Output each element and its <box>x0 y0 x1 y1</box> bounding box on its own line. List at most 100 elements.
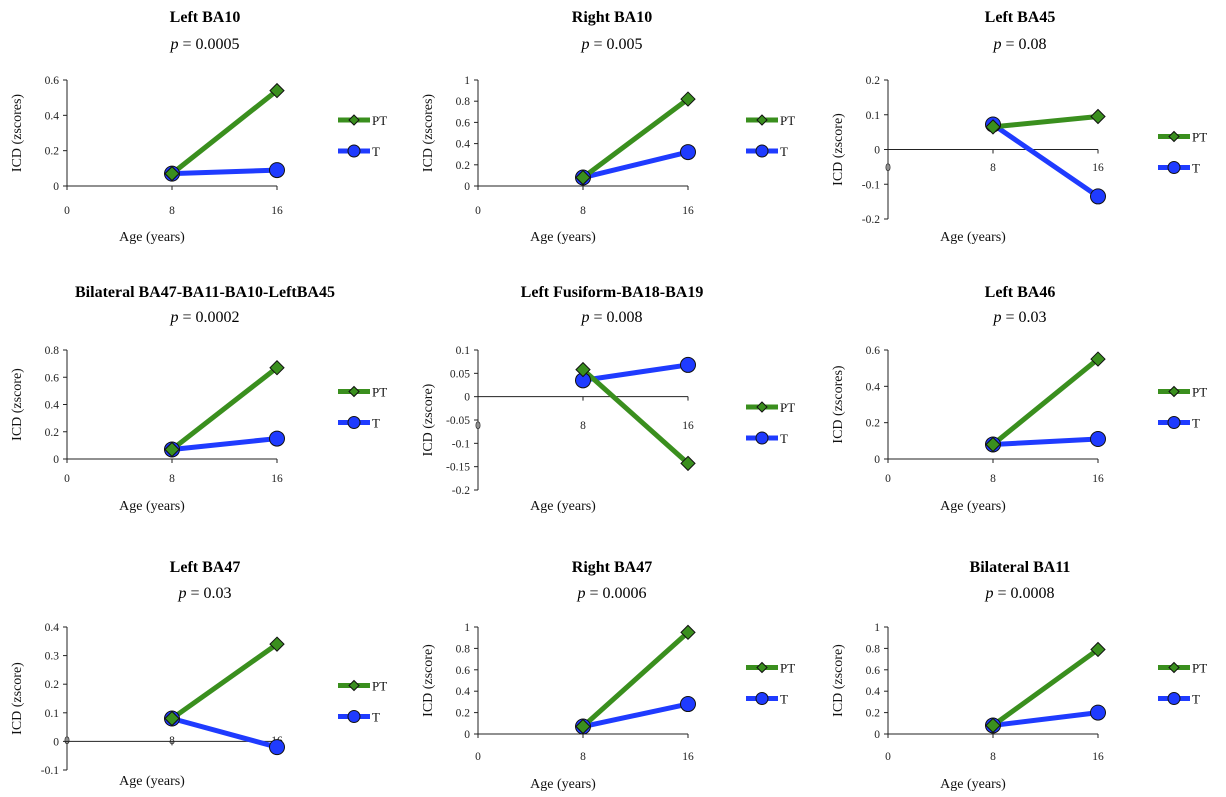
y-tick-label: 0 <box>874 145 880 157</box>
x-tick-label: 0 <box>475 420 481 432</box>
y-tick-label: 0.8 <box>45 345 60 357</box>
y-tick-label: 1 <box>464 622 470 634</box>
series-line-t <box>990 121 1101 199</box>
y-tick-label: 0.4 <box>456 139 471 151</box>
data-point-t <box>1090 704 1106 721</box>
series-line-t <box>169 716 280 750</box>
x-tick-label: 0 <box>885 162 891 174</box>
chart-title: Left Fusiform-BA18-BA19 <box>521 284 704 301</box>
legend-marker-t <box>347 710 361 723</box>
p-value-number: = 0.0008 <box>997 585 1054 602</box>
x-tick-label: 16 <box>1092 162 1104 174</box>
x-tick-label: 16 <box>1092 751 1104 763</box>
data-point-t <box>269 739 285 756</box>
legend-label-pt: PT <box>372 385 387 400</box>
y-tick-label: 0 <box>53 454 59 466</box>
y-tick-label: 0.6 <box>866 665 881 677</box>
data-point-t <box>680 696 696 713</box>
y-tick-label: 0.2 <box>866 418 881 430</box>
x-tick-label: 8 <box>169 205 175 217</box>
data-point-t <box>680 356 696 373</box>
legend-marker-t <box>1167 416 1181 429</box>
p-value-number: = 0.08 <box>1005 36 1046 53</box>
x-tick-label: 0 <box>885 751 891 763</box>
legend-label-pt: PT <box>372 679 387 694</box>
x-axis-label: Age (years) <box>119 774 185 789</box>
series-line-pt <box>169 641 280 722</box>
y-tick-label: 0.4 <box>456 686 471 698</box>
legend-label-t: T <box>372 710 380 725</box>
p-value-line: p = 0.008 <box>580 309 642 326</box>
legend-marker-pt <box>1168 661 1180 674</box>
chart-panel: Left BA10 p = 0.0005 0 0.2 0.4 0.6 0 8 16 Age (yea… <box>10 9 387 245</box>
series-line-t <box>990 710 1101 728</box>
data-point-pt <box>1090 641 1106 658</box>
y-tick-label: 0.2 <box>456 160 471 172</box>
y-tick-label: 0 <box>874 729 880 741</box>
y-tick-label: 0.1 <box>45 708 60 720</box>
data-point-pt <box>985 119 1001 135</box>
p-value-symbol: p <box>169 36 178 53</box>
y-tick-label: 0.2 <box>866 708 881 720</box>
x-tick-label: 8 <box>990 162 996 174</box>
p-value-symbol: p <box>984 585 993 602</box>
x-tick-label: 8 <box>990 751 996 763</box>
series-line-pt <box>580 629 691 730</box>
data-point-pt <box>1090 351 1106 367</box>
x-tick-label: 0 <box>475 205 481 217</box>
p-value-number: = 0.005 <box>593 36 642 53</box>
legend-marker-pt <box>1168 130 1180 143</box>
data-point-t <box>269 162 285 179</box>
series-line-pt <box>990 646 1101 728</box>
p-value-symbol: p <box>992 36 1001 53</box>
series-line-pt <box>580 96 691 181</box>
x-tick-label: 8 <box>580 420 586 432</box>
data-point-pt <box>164 441 180 458</box>
y-tick-label: 0.6 <box>45 75 60 87</box>
x-axis-label: Age (years) <box>530 777 596 792</box>
legend-label-t: T <box>1192 161 1200 176</box>
chart-panel: Bilateral BA11 p = 0.0008 0 0.2 0.4 0.6 0.8 1 0 8 1… <box>831 559 1207 792</box>
y-tick-label: 1 <box>874 622 880 634</box>
legend-marker-t <box>1167 692 1181 705</box>
y-tick-label: 0.2 <box>45 427 60 439</box>
x-axis-label: Age (years) <box>940 777 1006 792</box>
p-value-number: = 0.008 <box>593 309 642 326</box>
x-axis-label: Age (years) <box>940 499 1006 514</box>
x-tick-label: 8 <box>580 205 586 217</box>
y-tick-label: -0.1 <box>862 179 880 191</box>
p-value-symbol: p <box>580 309 589 326</box>
legend-label-t: T <box>1192 692 1200 707</box>
series-line-t <box>580 701 691 730</box>
series-line-t <box>169 167 280 177</box>
data-point-pt <box>164 710 180 727</box>
data-point-pt <box>269 82 285 99</box>
legend-marker-pt <box>348 679 360 692</box>
legend-marker-t <box>1167 161 1181 174</box>
x-tick-label: 16 <box>271 205 283 217</box>
legend-label-pt: PT <box>780 113 795 128</box>
p-value-number: = 0.0002 <box>182 309 239 326</box>
legend-label-t: T <box>780 692 788 707</box>
y-tick-label: 0.05 <box>450 368 470 380</box>
legend-label-pt: PT <box>1192 130 1207 145</box>
legend-marker-t <box>755 692 769 705</box>
p-value-line: p = 0.03 <box>992 309 1046 326</box>
series-line-pt <box>990 356 1101 447</box>
p-value-number: = 0.03 <box>1005 309 1046 326</box>
y-tick-label: 1 <box>464 75 470 87</box>
series-line-t <box>990 436 1101 447</box>
chart-title: Left BA46 <box>985 284 1056 301</box>
y-tick-label: 0.1 <box>866 110 881 122</box>
y-axis-label: ICD (zscore) <box>421 383 436 456</box>
x-tick-label: 16 <box>1092 473 1104 485</box>
legend-marker-t <box>755 144 769 158</box>
legend-marker-pt <box>756 661 768 674</box>
legend-marker-t <box>347 416 361 429</box>
y-axis-label: ICD (zscore) <box>831 644 846 717</box>
chart-panel: Right BA47 p = 0.0006 0 0.2 0.4 0.6 0.8 1 0 8 16 Age… <box>421 559 795 792</box>
y-axis-label: ICD (zscore) <box>421 644 436 717</box>
p-value-line: p = 0.03 <box>177 585 231 602</box>
